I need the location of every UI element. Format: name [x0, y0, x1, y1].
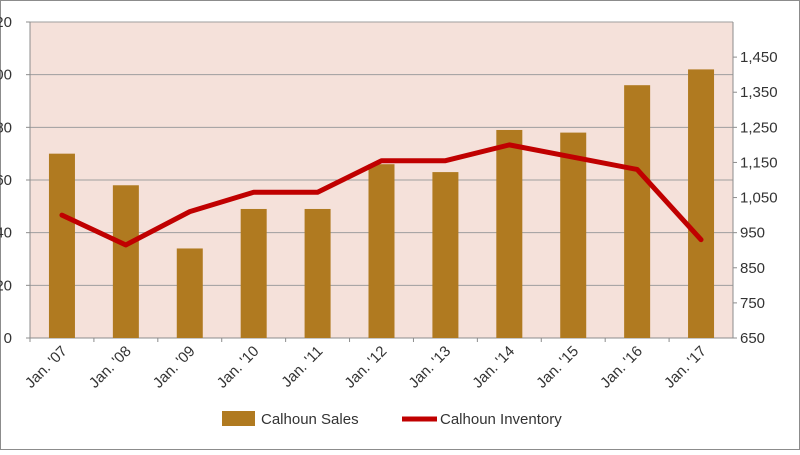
x-tick-label: Jan. '13	[405, 343, 454, 392]
line-calhoun-inventory	[59, 142, 704, 248]
bars-calhoun-sales	[48, 69, 715, 339]
bar-calhoun-sales	[368, 164, 395, 338]
x-tick-label: Jan. '16	[597, 343, 646, 392]
x-tick-label: Jan. '14	[469, 343, 518, 392]
inventory-point	[635, 167, 639, 171]
bar-calhoun-sales	[176, 248, 203, 338]
right-axis-ticks: 650 750 850 950 1,050 1,150 1,250 1,350 1,450	[733, 49, 778, 347]
x-tick-label: Jan. '08	[86, 343, 135, 392]
left-tick-label: 100	[0, 67, 12, 84]
right-tick-label: 950	[740, 225, 765, 242]
x-tick-label: Jan. '09	[150, 343, 199, 392]
bar-calhoun-sales	[240, 208, 267, 338]
inventory-point	[380, 159, 383, 163]
x-axis-labels: Jan. '07 Jan. '08 Jan. '09 Jan. '10 Jan. '11…	[22, 338, 710, 392]
right-tick-label: 1,350	[740, 84, 778, 101]
inventory-point	[188, 210, 192, 214]
left-axis-ticks: 0 20 40 60 80 100 120	[0, 14, 30, 347]
right-tick-label: 850	[740, 260, 765, 277]
bar-calhoun-sales	[112, 185, 139, 338]
left-tick-label: 120	[0, 14, 12, 31]
legend: Calhoun Sales Calhoun Inventory	[222, 411, 562, 428]
left-tick-label: 40	[0, 225, 12, 242]
left-tick-label: 0	[4, 330, 12, 347]
right-tick-label: 650	[740, 330, 765, 347]
bar-calhoun-sales	[304, 208, 331, 338]
x-tick-label: Jan. '17	[661, 343, 710, 392]
x-tick-label: Jan. '07	[22, 343, 71, 392]
right-tick-label: 1,050	[740, 190, 778, 207]
legend-label-inventory: Calhoun Inventory	[440, 411, 562, 428]
inventory-point	[124, 243, 128, 247]
inventory-point	[507, 143, 511, 147]
bar-calhoun-sales	[560, 132, 587, 338]
right-tick-label: 1,150	[740, 154, 778, 171]
left-tick-label: 80	[0, 119, 12, 136]
right-tick-label: 1,450	[740, 49, 778, 66]
inventory-point	[60, 213, 64, 217]
bar-calhoun-sales	[624, 85, 651, 338]
bar-calhoun-sales	[48, 153, 75, 338]
legend-swatch-sales	[222, 411, 255, 426]
legend-label-sales: Calhoun Sales	[261, 411, 359, 428]
x-tick-label: Jan. '12	[341, 343, 390, 392]
right-tick-label: 1,250	[740, 119, 778, 136]
x-tick-label: Jan. '15	[533, 343, 582, 392]
inventory-point	[571, 155, 575, 159]
inventory-point	[316, 190, 320, 194]
inventory-point	[252, 190, 256, 194]
x-tick-label: Jan. '11	[278, 343, 326, 391]
bar-calhoun-sales	[688, 69, 715, 339]
left-tick-label: 20	[0, 277, 12, 294]
x-tick-label: Jan. '10	[214, 343, 263, 392]
inventory-point	[699, 238, 703, 242]
left-tick-label: 60	[0, 172, 12, 189]
inventory-point	[443, 159, 447, 163]
bar-calhoun-sales	[432, 172, 459, 338]
bar-calhoun-sales	[496, 129, 523, 338]
right-tick-label: 750	[740, 295, 765, 312]
